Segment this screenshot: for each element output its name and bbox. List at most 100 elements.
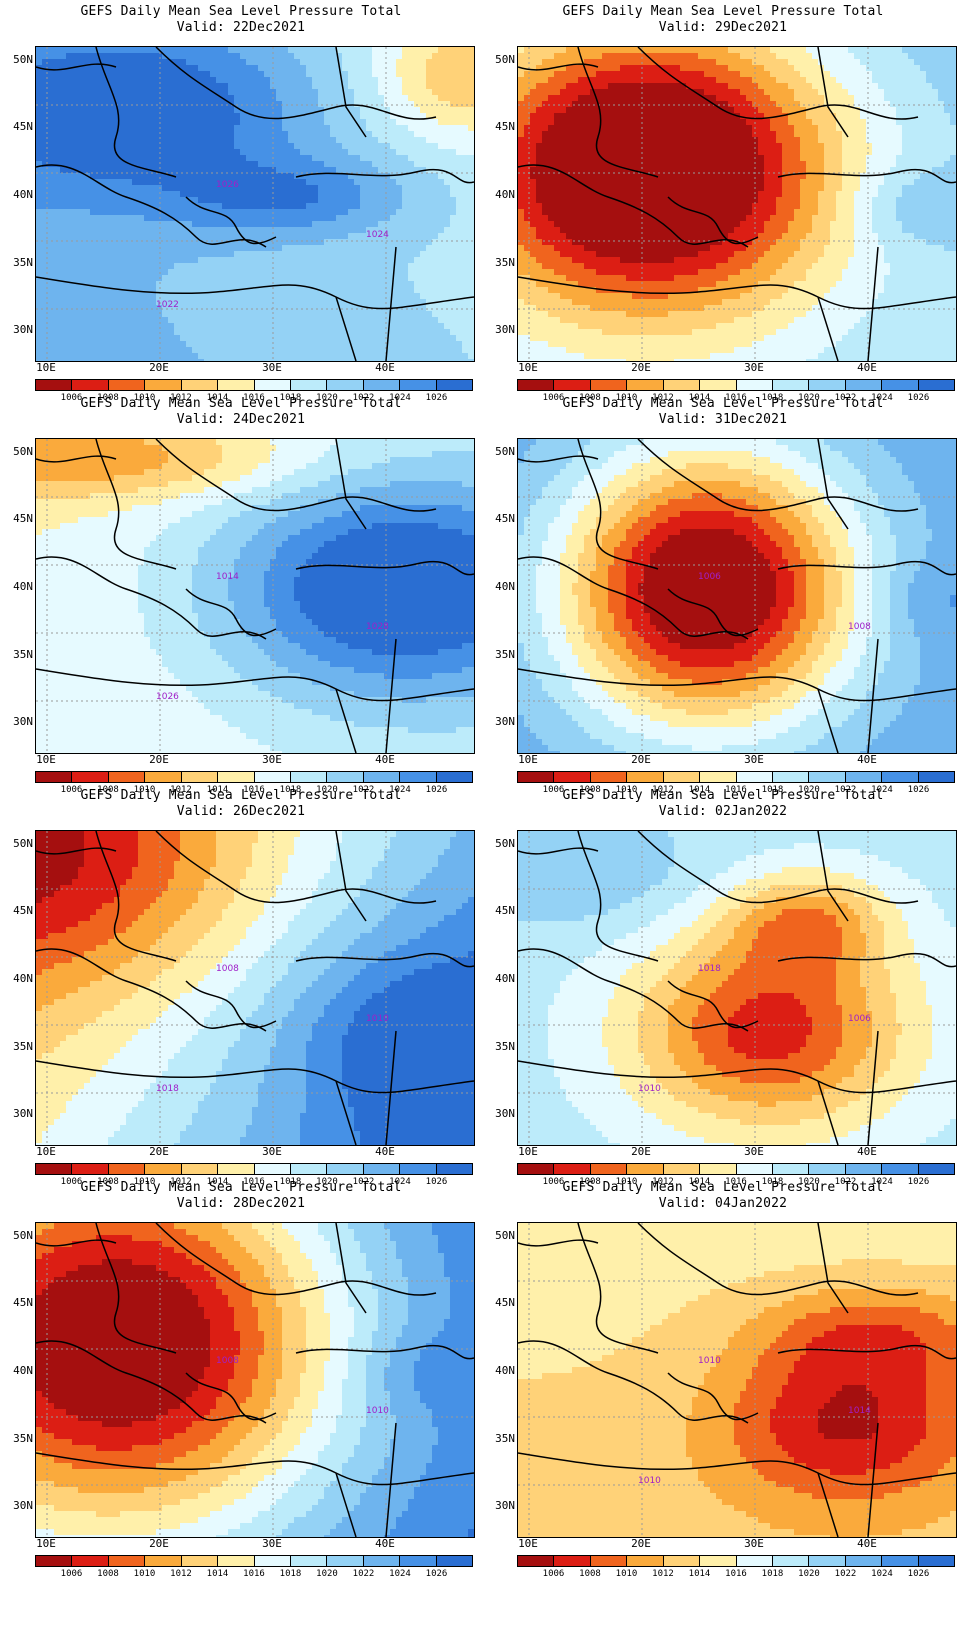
colorbar	[35, 1555, 473, 1567]
colorbar-swatch	[327, 380, 364, 390]
colorbar-swatch	[436, 772, 473, 782]
colorbar-swatch	[518, 1556, 555, 1566]
colorbar-swatch	[772, 380, 810, 390]
colorbar-label: 1024	[867, 1569, 897, 1579]
colorbar-label: 1008	[575, 393, 605, 403]
lon-tick-label: 10E	[508, 754, 548, 766]
colorbar-swatch	[327, 1556, 364, 1566]
lon-tick-label: 30E	[252, 754, 292, 766]
lat-tick-label: 50N	[482, 1230, 515, 1242]
colorbar-swatch	[772, 1164, 810, 1174]
contour-label: 1018	[156, 1084, 179, 1094]
colorbar-swatch	[663, 380, 701, 390]
colorbar-label: 1010	[130, 785, 160, 795]
lat-tick-label: 35N	[482, 649, 515, 661]
pressure-map: 1014 1028 1026	[35, 438, 475, 754]
colorbar-label: 1006	[539, 785, 569, 795]
colorbar-label: 1014	[203, 1177, 233, 1187]
lon-tick-label: 40E	[365, 1538, 405, 1550]
lat-tick-label: 35N	[482, 1433, 515, 1445]
lat-tick-label: 35N	[0, 1433, 33, 1445]
colorbar-swatch	[882, 1556, 919, 1566]
lat-tick-label: 40N	[482, 973, 515, 985]
map-panel: GEFS Daily Mean Sea Level Pressure Total…	[0, 0, 482, 410]
colorbar-swatch	[254, 380, 291, 390]
lon-tick-label: 20E	[139, 1146, 179, 1158]
map-panel: GEFS Daily Mean Sea Level Pressure Total…	[482, 0, 964, 410]
lon-tick-label: 20E	[621, 754, 661, 766]
colorbar-label: 1006	[539, 1569, 569, 1579]
colorbar-swatch	[627, 1556, 664, 1566]
map-panel: GEFS Daily Mean Sea Level Pressure Total…	[482, 392, 964, 802]
colorbar-label: 1022	[831, 1177, 861, 1187]
panel-valid-date: Valid: 04Jan2022	[482, 1196, 964, 1212]
colorbar-swatch	[400, 1164, 437, 1174]
colorbar-label: 1026	[904, 785, 934, 795]
colorbar-label: 1022	[349, 393, 379, 403]
lat-tick-label: 30N	[482, 1108, 515, 1120]
colorbar-swatch	[145, 1556, 182, 1566]
colorbar	[517, 379, 955, 391]
lat-tick-label: 50N	[482, 838, 515, 850]
colorbar-label: 1018	[758, 1569, 788, 1579]
colorbar-swatch	[845, 772, 883, 782]
lon-tick-label: 30E	[734, 1538, 774, 1550]
lat-tick-label: 45N	[482, 1297, 515, 1309]
panel-title: GEFS Daily Mean Sea Level Pressure Total	[0, 4, 482, 20]
colorbar-label: 1018	[758, 393, 788, 403]
colorbar-label: 1016	[239, 393, 269, 403]
panel-valid-date: Valid: 02Jan2022	[482, 804, 964, 820]
lat-tick-label: 45N	[0, 513, 33, 525]
colorbar-label: 1006	[57, 785, 87, 795]
panel-title: GEFS Daily Mean Sea Level Pressure Total	[0, 1180, 482, 1196]
lon-tick-label: 40E	[847, 1146, 887, 1158]
colorbar-swatch	[108, 772, 146, 782]
colorbar-swatch	[108, 380, 146, 390]
colorbar-label: 1026	[904, 1569, 934, 1579]
colorbar-swatch	[554, 772, 591, 782]
colorbar-swatch	[882, 1164, 919, 1174]
colorbar-label: 1006	[57, 393, 87, 403]
colorbar-label: 1006	[57, 1177, 87, 1187]
colorbar-swatch	[700, 1556, 737, 1566]
colorbar-label: 1022	[831, 393, 861, 403]
colorbar-label: 1024	[385, 785, 415, 795]
lon-tick-label: 40E	[847, 362, 887, 374]
lon-tick-label: 20E	[621, 1538, 661, 1550]
colorbar-swatch	[145, 772, 182, 782]
colorbar-label: 1014	[685, 1569, 715, 1579]
panel-valid-date: Valid: 22Dec2021	[0, 20, 482, 36]
colorbar-swatch	[400, 1556, 437, 1566]
colorbar-swatch	[590, 1556, 628, 1566]
colorbar-swatch	[254, 1556, 291, 1566]
colorbar-swatch	[218, 1556, 255, 1566]
panel-title: GEFS Daily Mean Sea Level Pressure Total	[482, 788, 964, 804]
colorbar-label: 1024	[867, 1177, 897, 1187]
colorbar-swatch	[809, 1164, 846, 1174]
colorbar-label: 1020	[794, 393, 824, 403]
panel-title: GEFS Daily Mean Sea Level Pressure Total	[0, 396, 482, 412]
colorbar-label: 1008	[575, 785, 605, 795]
colorbar	[517, 771, 955, 783]
colorbar-label: 1012	[166, 785, 196, 795]
colorbar-label: 1014	[685, 393, 715, 403]
pressure-map: 1008 1010 1018	[35, 830, 475, 1146]
colorbar-swatch	[845, 1164, 883, 1174]
lon-tick-label: 40E	[847, 754, 887, 766]
colorbar-swatch	[882, 772, 919, 782]
colorbar-swatch	[290, 1164, 328, 1174]
lat-tick-label: 35N	[0, 649, 33, 661]
lat-tick-label: 30N	[0, 1108, 33, 1120]
panel-title: GEFS Daily Mean Sea Level Pressure Total	[482, 1180, 964, 1196]
pressure-map: 1026 1024 1022	[35, 46, 475, 362]
colorbar-swatch	[181, 772, 219, 782]
colorbar-swatch	[181, 1164, 219, 1174]
contour-label: 1010	[638, 1476, 661, 1486]
colorbar-label: 1026	[422, 1177, 452, 1187]
colorbar-swatch	[700, 1164, 737, 1174]
lon-tick-label: 20E	[621, 1146, 661, 1158]
lon-tick-label: 30E	[252, 362, 292, 374]
lon-tick-label: 40E	[365, 362, 405, 374]
colorbar-swatch	[400, 380, 437, 390]
lat-tick-label: 45N	[482, 905, 515, 917]
